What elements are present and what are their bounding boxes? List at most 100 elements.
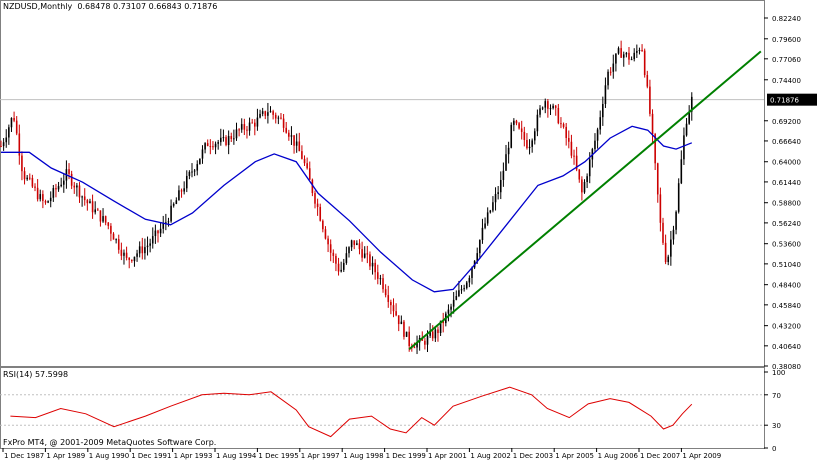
- candle-body: [131, 259, 133, 262]
- candle-body: [28, 177, 31, 179]
- candle-body: [539, 108, 541, 115]
- candle-body: [277, 117, 280, 119]
- candle-body: [507, 147, 510, 155]
- candle-body: [274, 114, 277, 119]
- candle-body: [434, 329, 437, 339]
- candle-body: [335, 255, 337, 264]
- candle-body: [489, 210, 492, 213]
- candle-body: [531, 140, 533, 147]
- candle-body: [499, 179, 502, 193]
- candle-body: [329, 244, 332, 253]
- candle-body: [596, 129, 599, 141]
- candle-body: [369, 254, 371, 267]
- candle-body: [492, 202, 494, 211]
- candle-body: [630, 59, 633, 61]
- candle-body: [261, 111, 264, 114]
- candle-body: [636, 50, 638, 53]
- candle-body: [594, 140, 596, 150]
- candle-body: [458, 290, 460, 297]
- moving-average-layer: [1, 125, 693, 293]
- candle-body: [510, 124, 513, 148]
- candle-body: [662, 222, 664, 243]
- candle-body: [13, 117, 15, 121]
- candle-body: [73, 185, 76, 188]
- candle-body: [609, 71, 612, 73]
- candle-body: [494, 194, 497, 203]
- candle-body: [568, 137, 570, 142]
- candle-body: [672, 229, 675, 240]
- candle-body: [526, 139, 528, 149]
- candle-body: [243, 124, 246, 130]
- candle-body: [269, 111, 272, 113]
- rsi-tick-label: 70: [772, 392, 781, 400]
- rsi-layer: [10, 386, 693, 438]
- candle-body: [248, 122, 251, 131]
- candle-body: [528, 146, 531, 149]
- current-price-label: 0.71876: [770, 97, 799, 105]
- candle-body: [403, 321, 405, 337]
- candle-body: [366, 253, 369, 255]
- candle-body: [358, 243, 361, 250]
- candle-body: [554, 105, 557, 108]
- candle-body: [259, 113, 261, 118]
- time-tick-label: 1 Dec 1987: [4, 452, 44, 460]
- support-trendline: [408, 50, 762, 351]
- candle-body: [374, 262, 376, 273]
- candle-body: [233, 138, 235, 140]
- candle-body: [209, 146, 212, 148]
- candle-body: [518, 123, 520, 129]
- candle-body: [675, 211, 677, 230]
- candle-body: [651, 113, 654, 135]
- price-tick-label: 0.74400: [772, 77, 801, 85]
- candle-body: [361, 249, 363, 258]
- candle-body: [123, 252, 125, 256]
- candle-body: [520, 128, 523, 132]
- candle-body: [62, 180, 65, 185]
- candle-body: [353, 240, 356, 245]
- candle-body: [486, 212, 489, 224]
- candle-body: [128, 257, 131, 260]
- candle-body: [125, 252, 128, 258]
- footer-copyright: FxPro MT4, @ 2001-2009 MetaQuotes Softwa…: [3, 438, 217, 447]
- rsi-panel-frame: [0, 367, 765, 449]
- candle-body: [625, 52, 628, 55]
- candle-body: [206, 143, 209, 147]
- candle-body: [424, 340, 426, 345]
- candle-body: [23, 171, 26, 180]
- candle-body: [612, 63, 615, 72]
- time-tick-label: 1 Apr 2009: [682, 452, 721, 460]
- candle-body: [680, 159, 683, 184]
- candle-body: [565, 126, 567, 138]
- candle-body: [196, 164, 199, 171]
- candle-body: [180, 190, 183, 192]
- candle-body: [217, 142, 219, 144]
- candle-body: [426, 335, 429, 345]
- main-chart-frame: [0, 0, 765, 367]
- candle-body: [586, 176, 588, 182]
- price-tick-label: 0.48400: [772, 282, 801, 290]
- price-tick-label: 0.79600: [772, 36, 801, 44]
- candle-body: [230, 136, 233, 139]
- candle-body: [479, 240, 481, 254]
- candle-body: [52, 188, 55, 198]
- price-tick-label: 0.82240: [772, 15, 801, 23]
- symbol-label: NZDUSD,Monthly: [3, 2, 73, 11]
- candle-body: [439, 320, 442, 334]
- candle-body: [583, 181, 586, 193]
- candle-body: [49, 197, 52, 202]
- candle-body: [392, 305, 395, 312]
- grid: [0, 99, 764, 426]
- candle-body: [390, 301, 392, 306]
- candle-body: [60, 184, 62, 187]
- candle-body: [298, 141, 301, 152]
- candle-body: [622, 54, 625, 58]
- price-axis: 0.82240 0.79600 0.77060 0.74400 0.69200 0.666…: [764, 15, 801, 371]
- candle-body: [306, 163, 308, 169]
- candle-body: [371, 262, 374, 267]
- candle-body: [89, 201, 91, 204]
- candle-body: [57, 186, 60, 190]
- candle-body: [573, 155, 575, 157]
- candle-body: [254, 122, 256, 127]
